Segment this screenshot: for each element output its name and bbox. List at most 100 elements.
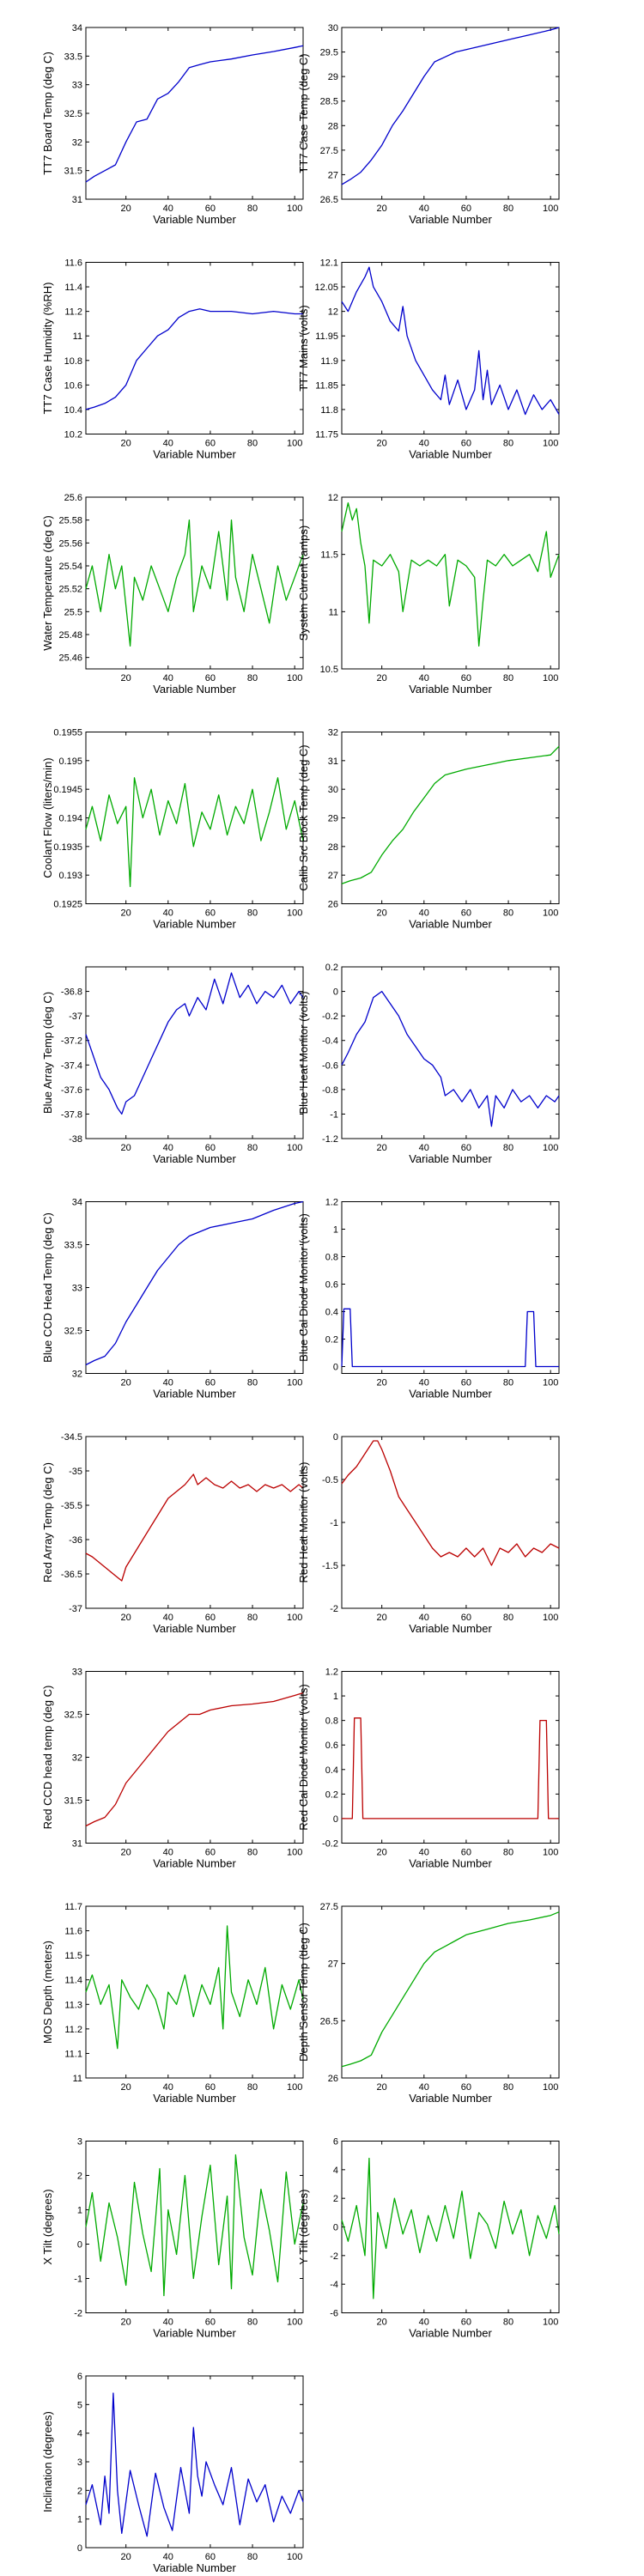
plot-frame-21 xyxy=(85,2375,304,2549)
y-tick-label-3-1: 10.4 xyxy=(64,405,82,416)
y-tick-label-19-2: 0 xyxy=(77,2240,82,2251)
plot-frame-7 xyxy=(85,732,304,904)
y-tick-label-9-5: -37 xyxy=(69,1012,82,1022)
y-tick-label-16-6: 1 xyxy=(333,1692,338,1702)
panel-13: 20 40 60 80 100 -37 -36.5 -36 -35.5 -35 -34.5 Varia… xyxy=(41,1432,304,1635)
y-tick-label-13-5: -34.5 xyxy=(61,1432,82,1443)
x-tick-label-13-4: 100 xyxy=(287,1613,302,1623)
y-axis-label-18: Depth Sensor Temp (deg C) xyxy=(297,1923,310,2062)
x-tick-label-13-0: 20 xyxy=(121,1613,131,1623)
x-tick-label-18-0: 20 xyxy=(377,2082,387,2093)
x-tick-label-21-3: 80 xyxy=(247,2552,258,2562)
x-tick-label-17-1: 40 xyxy=(163,2082,173,2093)
panel-20: 20 40 60 80 100 -6 -4 -2 0 2 4 6 Variable Number Y Ti… xyxy=(297,2137,560,2340)
x-axis-label-13: Variable Number xyxy=(153,1622,236,1635)
y-tick-label-2-0: 26.5 xyxy=(320,195,338,205)
x-tick-label-20-0: 20 xyxy=(377,2318,387,2328)
x-tick-label-6-3: 80 xyxy=(503,673,513,683)
y-tick-label-1-2: 32 xyxy=(72,137,82,148)
y-tick-label-21-0: 0 xyxy=(77,2543,82,2554)
x-tick-label-2-2: 60 xyxy=(461,204,471,214)
y-tick-label-17-6: 11.6 xyxy=(64,1927,82,1937)
x-tick-label-10-2: 60 xyxy=(461,1143,471,1153)
plot-frame-10 xyxy=(341,966,560,1139)
y-tick-label-1-0: 31 xyxy=(72,195,82,205)
x-tick-label-1-4: 100 xyxy=(287,204,302,214)
y-axis-label-6: System Current (amps) xyxy=(297,526,310,641)
x-tick-label-7-1: 40 xyxy=(163,908,173,919)
x-tick-label-17-3: 80 xyxy=(247,2082,258,2093)
plot-frame-16 xyxy=(341,1671,560,1844)
x-tick-label-16-1: 40 xyxy=(419,1848,429,1858)
x-tick-label-15-2: 60 xyxy=(205,1848,216,1858)
panel-17: 20 40 60 80 100 11 11.1 11.2 11.3 11.4 11.5 11.6 11.… xyxy=(41,1902,304,2105)
y-tick-label-3-0: 10.2 xyxy=(64,430,82,440)
y-tick-label-18-0: 26 xyxy=(328,2074,338,2084)
x-tick-label-16-3: 80 xyxy=(503,1848,513,1858)
y-axis-label-7: Coolant Flow (liters/min) xyxy=(41,757,54,878)
panel-1: 20 40 60 80 100 31 31.5 32 32.5 33 33.5 34 Variable … xyxy=(41,23,304,226)
plot-frame-19 xyxy=(85,2141,304,2313)
x-tick-label-12-1: 40 xyxy=(419,1378,429,1388)
y-tick-label-19-3: 1 xyxy=(77,2206,82,2216)
y-tick-label-9-1: -37.8 xyxy=(61,1109,82,1120)
series-line-19-0 xyxy=(85,2154,304,2297)
x-tick-label-19-1: 40 xyxy=(163,2318,173,2328)
x-tick-label-18-4: 100 xyxy=(543,2082,558,2093)
y-tick-label-13-1: -36.5 xyxy=(61,1570,82,1580)
x-tick-label-4-3: 80 xyxy=(503,439,513,449)
y-tick-label-20-5: 4 xyxy=(333,2166,338,2176)
plot-frame-15 xyxy=(85,1671,304,1844)
y-tick-label-16-3: 0.4 xyxy=(325,1765,338,1776)
x-tick-label-11-4: 100 xyxy=(287,1378,302,1388)
y-tick-label-10-0: -1.2 xyxy=(322,1134,338,1145)
series-line-7-0 xyxy=(85,777,304,888)
x-tick-label-15-3: 80 xyxy=(247,1848,258,1858)
x-axis-label-18: Variable Number xyxy=(409,2092,492,2105)
y-tick-label-14-1: -1.5 xyxy=(322,1561,338,1571)
x-tick-label-21-4: 100 xyxy=(287,2552,302,2562)
y-tick-label-15-4: 33 xyxy=(72,1668,82,1678)
x-tick-label-6-0: 20 xyxy=(377,673,387,683)
plot-frame-1 xyxy=(85,27,304,200)
y-tick-label-7-2: 0.1935 xyxy=(53,842,82,853)
panel-3: 20 40 60 80 100 10.2 10.4 10.6 10.8 11 11.2 11.4 11.… xyxy=(41,258,304,461)
y-tick-label-20-6: 6 xyxy=(333,2137,338,2148)
y-tick-label-16-4: 0.6 xyxy=(325,1741,338,1751)
plot-frame-17 xyxy=(85,1905,304,2079)
x-tick-label-17-0: 20 xyxy=(121,2082,131,2093)
y-tick-label-14-0: -2 xyxy=(330,1604,338,1614)
y-tick-label-11-4: 34 xyxy=(72,1198,82,1208)
y-tick-label-17-1: 11.1 xyxy=(64,2049,82,2059)
x-tick-label-1-0: 20 xyxy=(121,204,131,214)
x-tick-label-13-2: 60 xyxy=(205,1613,216,1623)
y-tick-label-21-4: 4 xyxy=(77,2429,82,2439)
panel-14: 20 40 60 80 100 -2 -1.5 -1 -0.5 0 Variable Number R… xyxy=(297,1432,560,1635)
x-tick-label-11-3: 80 xyxy=(247,1378,258,1388)
y-tick-label-20-1: -4 xyxy=(330,2280,338,2290)
x-tick-label-14-3: 80 xyxy=(503,1613,513,1623)
panel-2: 20 40 60 80 100 26.5 27 27.5 28 28.5 29 29.5 30 Varia… xyxy=(297,23,560,226)
y-axis-label-5: Water Temperature (deg C) xyxy=(41,515,54,651)
y-tick-label-4-2: 11.85 xyxy=(315,380,338,391)
x-axis-label-21: Variable Number xyxy=(153,2561,236,2574)
x-tick-label-5-4: 100 xyxy=(287,673,302,683)
x-axis-label-7: Variable Number xyxy=(153,918,236,931)
panel-5: 20 40 60 80 100 25.46 25.48 25.5 25.52 25.54 25.56… xyxy=(41,493,304,696)
y-tick-label-7-6: 0.1955 xyxy=(53,728,82,738)
panel-10: 20 40 60 80 100 -1.2 -1 -0.8 -0.6 -0.4 -0.2 0 0.2 Var… xyxy=(297,963,560,1165)
y-tick-label-12-4: 0.8 xyxy=(325,1253,338,1263)
y-tick-label-3-5: 11.2 xyxy=(64,307,82,318)
x-tick-label-19-3: 80 xyxy=(247,2318,258,2328)
x-tick-label-13-1: 40 xyxy=(163,1613,173,1623)
y-tick-label-21-5: 5 xyxy=(77,2400,82,2410)
y-axis-label-11: Blue CCD Head Temp (deg C) xyxy=(41,1212,54,1363)
y-tick-label-10-7: 0.2 xyxy=(325,963,338,973)
x-tick-label-3-1: 40 xyxy=(163,439,173,449)
series-line-18-0 xyxy=(341,1911,560,2068)
y-tick-label-14-3: -0.5 xyxy=(322,1475,338,1485)
y-tick-label-1-1: 31.5 xyxy=(64,167,82,177)
x-tick-label-19-4: 100 xyxy=(287,2318,302,2328)
y-tick-label-18-3: 27.5 xyxy=(320,1902,338,1912)
x-tick-label-18-2: 60 xyxy=(461,2082,471,2093)
